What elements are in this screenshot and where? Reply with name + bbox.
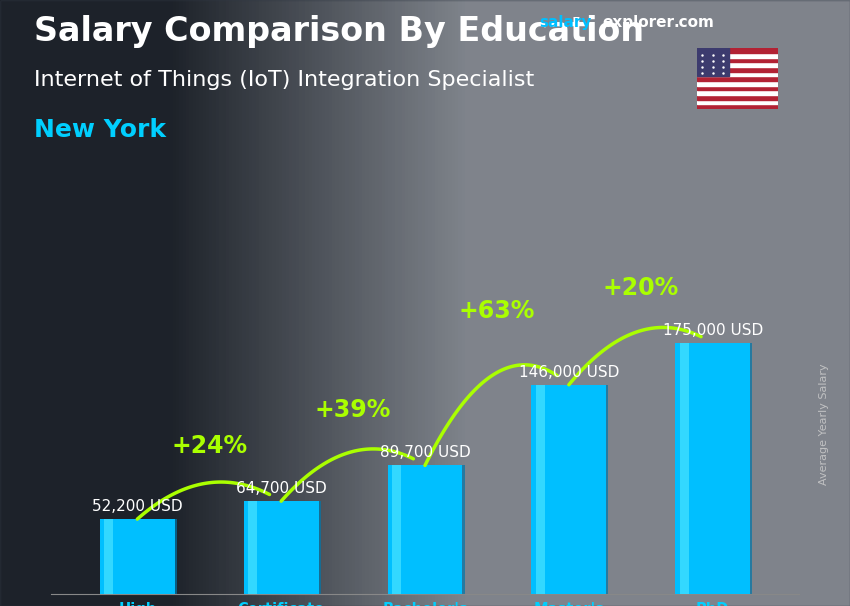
Text: 64,700 USD: 64,700 USD (235, 481, 326, 496)
Bar (697, 72, 778, 76)
Bar (697, 95, 778, 100)
Bar (388, 465, 462, 594)
Bar (697, 53, 778, 58)
Bar (697, 100, 778, 104)
Bar (697, 67, 778, 72)
Bar (244, 501, 319, 594)
Bar (100, 519, 175, 594)
Bar (697, 90, 778, 95)
Bar (697, 86, 778, 90)
Bar (390, 465, 465, 594)
Text: 146,000 USD: 146,000 USD (518, 365, 619, 380)
Text: Average Yearly Salary: Average Yearly Salary (819, 364, 829, 485)
Bar (677, 343, 752, 594)
Text: +63%: +63% (459, 299, 536, 323)
Text: 89,700 USD: 89,700 USD (380, 445, 470, 461)
Bar (246, 501, 320, 594)
Bar (105, 519, 113, 594)
Bar (697, 62, 778, 67)
Text: +24%: +24% (171, 435, 247, 458)
Bar (697, 76, 778, 81)
Text: salary: salary (540, 15, 592, 30)
Bar (392, 465, 401, 594)
Bar (697, 48, 729, 76)
Bar (697, 81, 778, 86)
Bar (697, 104, 778, 109)
Text: +20%: +20% (603, 276, 679, 300)
Bar (697, 58, 778, 62)
Text: explorer: explorer (603, 15, 675, 30)
Bar (102, 519, 177, 594)
Bar (697, 48, 778, 53)
Bar (536, 385, 545, 594)
Text: +39%: +39% (314, 398, 391, 422)
Text: New York: New York (34, 118, 166, 142)
Text: .com: .com (673, 15, 714, 30)
Bar (248, 501, 258, 594)
Text: Internet of Things (IoT) Integration Specialist: Internet of Things (IoT) Integration Spe… (34, 70, 535, 90)
Bar (531, 385, 606, 594)
Bar (680, 343, 688, 594)
Bar (534, 385, 609, 594)
Bar (675, 343, 750, 594)
Text: 52,200 USD: 52,200 USD (92, 499, 183, 514)
Text: Salary Comparison By Education: Salary Comparison By Education (34, 15, 644, 48)
Text: 175,000 USD: 175,000 USD (662, 323, 762, 338)
